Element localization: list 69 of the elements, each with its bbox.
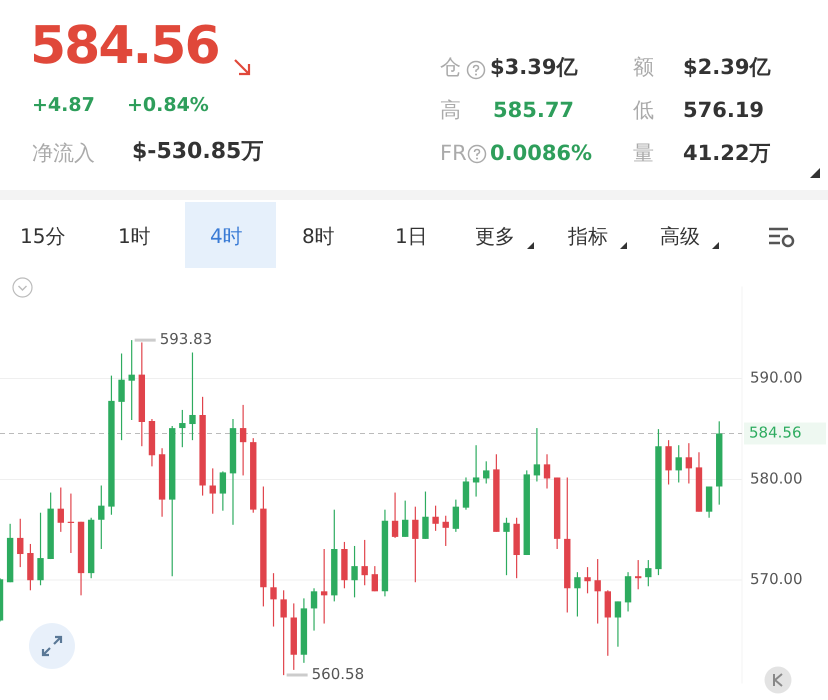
candlestick bbox=[240, 404, 246, 476]
text: 576.19 bbox=[683, 98, 764, 122]
text: 8时 bbox=[302, 224, 335, 248]
candlestick bbox=[179, 409, 186, 448]
text: 更多 bbox=[475, 224, 515, 248]
candlestick bbox=[452, 499, 460, 532]
text: +0.84% bbox=[127, 94, 209, 116]
candlestick bbox=[37, 512, 44, 586]
text: 0.0086% bbox=[490, 141, 592, 165]
candlestick bbox=[128, 340, 135, 421]
candlestick bbox=[676, 444, 682, 484]
text: 仓 bbox=[440, 55, 461, 79]
text: 41.22万 bbox=[683, 141, 770, 165]
y-tick-label: 570.00 bbox=[750, 570, 802, 588]
text: 584.56 bbox=[30, 16, 219, 76]
candlestick bbox=[189, 352, 196, 441]
ref-line-label: 584.56 bbox=[749, 423, 802, 442]
text: 15分 bbox=[20, 224, 66, 248]
candlestick bbox=[584, 566, 591, 594]
candlestick bbox=[402, 500, 408, 538]
candlestick bbox=[483, 460, 490, 484]
candlestick bbox=[686, 442, 692, 484]
candlestick bbox=[98, 484, 104, 550]
candlestick bbox=[17, 518, 24, 568]
annotation: 560.58 bbox=[312, 664, 364, 683]
candlestick bbox=[270, 572, 277, 628]
y-tick-label: 580.00 bbox=[750, 469, 802, 488]
candlestick bbox=[210, 468, 216, 514]
annotation: 593.83 bbox=[160, 330, 212, 348]
text: 净流入 bbox=[32, 141, 95, 165]
candlestick bbox=[118, 352, 125, 441]
candlestick bbox=[645, 559, 652, 587]
text: 高 bbox=[440, 98, 461, 122]
candlestick bbox=[392, 492, 398, 538]
candlestick bbox=[220, 470, 226, 512]
candlestick bbox=[472, 444, 480, 498]
text: 低 bbox=[633, 98, 654, 122]
text: $2.39亿 bbox=[683, 55, 770, 79]
candlestick bbox=[432, 505, 439, 532]
candlestick bbox=[310, 588, 318, 632]
candlestick bbox=[372, 566, 378, 592]
y-tick-label: 590.00 bbox=[750, 368, 802, 387]
candlestick bbox=[503, 517, 510, 576]
candlestick bbox=[594, 558, 601, 624]
candlestick bbox=[412, 506, 419, 583]
candlestick bbox=[351, 545, 358, 598]
candlestick bbox=[320, 548, 328, 624]
candlestick bbox=[442, 515, 449, 547]
text: 1日 bbox=[395, 224, 428, 248]
text: $-530.85万 bbox=[132, 139, 264, 164]
text: 585.77 bbox=[493, 98, 574, 122]
candlestick bbox=[634, 559, 642, 590]
candlestick bbox=[422, 490, 429, 540]
text: 额 bbox=[633, 55, 654, 79]
candlestick bbox=[534, 427, 540, 482]
text: 指标 bbox=[568, 224, 608, 248]
text: $3.39亿 bbox=[490, 55, 578, 79]
text: 4时 bbox=[210, 224, 243, 248]
candlestick bbox=[280, 590, 287, 676]
candlestick bbox=[58, 486, 64, 532]
text: FR bbox=[440, 141, 467, 165]
candlestick bbox=[544, 454, 550, 490]
candlestick bbox=[614, 600, 622, 648]
candlestick bbox=[574, 572, 581, 618]
text: 高级 bbox=[660, 224, 700, 248]
candlestick bbox=[361, 539, 368, 586]
text: +4.87 bbox=[32, 94, 95, 116]
text: 1时 bbox=[118, 224, 151, 248]
text: 量 bbox=[633, 141, 654, 165]
